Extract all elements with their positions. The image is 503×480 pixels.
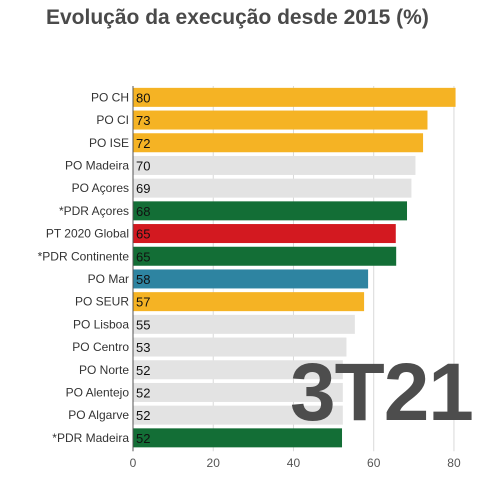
- bar: [133, 201, 408, 221]
- value-label: 73: [136, 113, 150, 128]
- bar: [133, 110, 428, 130]
- value-label: 70: [136, 158, 150, 173]
- category-label: PO Alentejo: [66, 385, 130, 399]
- category-label: PO Norte: [79, 363, 129, 377]
- category-label: PO ISE: [89, 136, 129, 150]
- value-label: 53: [136, 340, 150, 355]
- bar: [133, 382, 343, 402]
- category-label: *PDR Continente: [38, 249, 130, 263]
- bar: [133, 224, 396, 244]
- category-label: *PDR Madeira: [52, 431, 129, 445]
- quarter-watermark: 3T21: [290, 347, 474, 438]
- x-tick-label: 40: [287, 456, 301, 470]
- value-label: 80: [136, 90, 150, 105]
- category-label: PO CI: [96, 113, 129, 127]
- value-label: 65: [136, 227, 150, 242]
- chart-title: Evolução da execução desde 2015 (%): [46, 6, 429, 29]
- axis: 0 20 40 60 80 PO CH PO CI PO ISE PO Madeira PO Aç…: [38, 86, 461, 470]
- bar: [133, 87, 456, 107]
- bar: [133, 133, 424, 153]
- bar: [133, 314, 355, 334]
- value-label: 52: [136, 363, 150, 378]
- bar: [133, 428, 343, 448]
- value-label: 52: [136, 431, 150, 446]
- bar: [133, 405, 343, 425]
- category-label: PO Madeira: [65, 158, 129, 172]
- value-label: 65: [136, 249, 150, 264]
- category-label: PO SEUR: [75, 295, 129, 309]
- bar: [133, 269, 369, 289]
- category-label: PT 2020 Global: [46, 227, 129, 241]
- value-label: 72: [136, 136, 150, 151]
- value-label: 57: [136, 295, 150, 310]
- bar: [133, 246, 397, 266]
- value-label: 68: [136, 204, 150, 219]
- category-label: PO Lisboa: [73, 317, 129, 331]
- category-label: PO Centro: [72, 340, 129, 354]
- value-label: 55: [136, 317, 150, 332]
- category-label: PO Algarve: [68, 408, 129, 422]
- x-tick-label: 0: [130, 456, 137, 470]
- x-tick-label: 60: [367, 456, 381, 470]
- value-label: 58: [136, 272, 150, 287]
- bar: [133, 178, 412, 198]
- bar: [133, 155, 416, 175]
- bar: [133, 337, 347, 357]
- value-label: 52: [136, 385, 150, 400]
- category-label: PO CH: [91, 90, 129, 104]
- x-tick-label: 80: [447, 456, 461, 470]
- bar: [133, 360, 343, 380]
- bars: 80 73 72 70 69 68 65 65 58 57 55 53 52 52 52 52: [133, 87, 456, 448]
- category-label: *PDR Açores: [59, 204, 129, 218]
- category-label: PO Açores: [72, 181, 129, 195]
- bar: [133, 292, 365, 312]
- category-label: PO Mar: [88, 272, 129, 286]
- value-label: 52: [136, 408, 150, 423]
- value-label: 69: [136, 181, 150, 196]
- x-tick-label: 20: [207, 456, 221, 470]
